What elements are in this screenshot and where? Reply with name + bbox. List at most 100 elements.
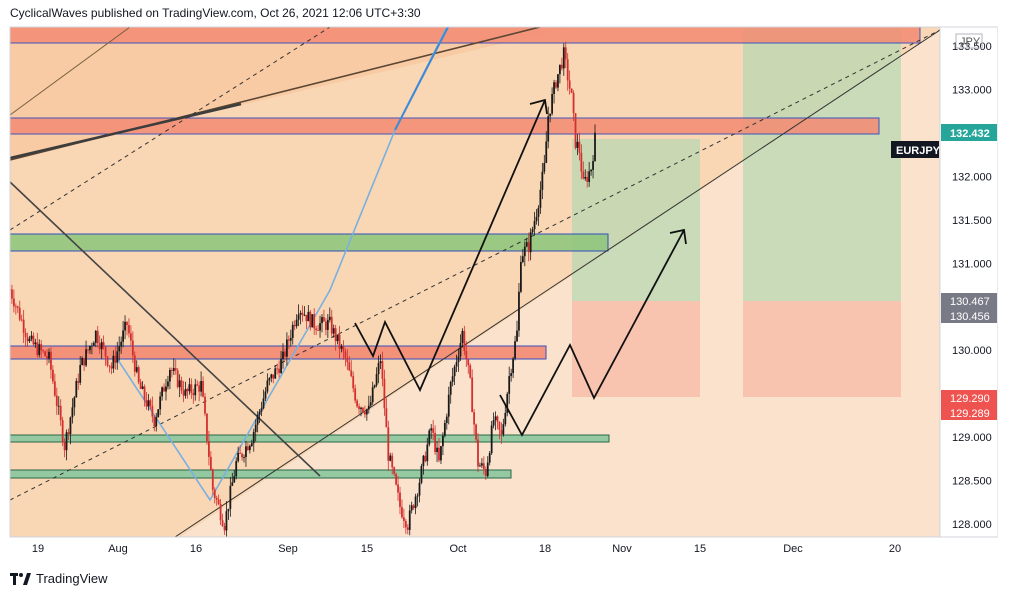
candle-body: [11, 289, 13, 299]
candle-body: [225, 511, 228, 531]
candle-body: [562, 47, 565, 69]
candle-body: [533, 221, 536, 230]
candle-body: [389, 455, 392, 461]
candle-body: [135, 367, 138, 372]
candle-body: [247, 446, 249, 451]
candle-body: [590, 169, 592, 172]
last-price-tag-bg: [941, 124, 997, 141]
candle-body: [438, 447, 440, 461]
candle-body: [297, 314, 300, 320]
candle-body: [498, 421, 501, 431]
candle-body: [291, 324, 294, 338]
candle-body: [418, 482, 421, 496]
candle-body: [36, 342, 39, 356]
footer-brand[interactable]: TradingView: [10, 571, 108, 586]
candle-body: [436, 447, 438, 453]
candle-body: [67, 432, 70, 434]
price-tick-label: 131.500: [952, 215, 992, 227]
candle-body: [414, 496, 417, 509]
candle-body: [262, 398, 265, 409]
candle-body: [303, 314, 306, 316]
candle-body: [455, 362, 458, 367]
candle-body: [488, 453, 491, 463]
candle-body: [529, 232, 532, 253]
target-box-upper: [572, 139, 700, 301]
candle-body: [309, 311, 312, 328]
candle-body: [434, 432, 436, 453]
candle-body: [221, 520, 224, 526]
candle-body: [391, 455, 394, 468]
candle-body: [586, 176, 589, 182]
candle-body: [332, 328, 335, 334]
price-tick-label: 130.000: [952, 345, 992, 357]
level-tag-b: 130.456: [950, 311, 990, 323]
candle-body: [401, 507, 403, 518]
time-tick-label: 15: [694, 543, 706, 555]
candle-body: [486, 462, 489, 476]
price-axis-bg[interactable]: [941, 28, 997, 536]
candle-body: [551, 94, 553, 114]
candle-body: [553, 82, 555, 95]
candle-body: [282, 351, 284, 360]
candle-body: [106, 356, 109, 366]
candle-body: [153, 416, 156, 427]
candle-body: [182, 390, 185, 396]
candle-body: [375, 374, 378, 386]
candle-body: [539, 189, 542, 208]
candle-body: [560, 64, 563, 69]
candle-body: [65, 432, 68, 451]
candle-body: [373, 385, 376, 388]
candle-body: [190, 384, 193, 393]
candle-body: [449, 381, 452, 395]
candle-body: [73, 397, 76, 408]
candlestick-series: [10, 41, 596, 537]
candle-body: [278, 368, 280, 373]
candle-body: [180, 380, 183, 391]
time-axis[interactable]: 19 Aug 16 Sep 15 Oct 18 Nov 15 Dec 20: [32, 543, 901, 555]
candle-body: [209, 456, 212, 471]
candle-body: [523, 246, 526, 257]
candle-body: [559, 64, 561, 75]
candle-body: [416, 495, 419, 497]
time-tick-label: Oct: [449, 543, 466, 555]
candle-body: [325, 321, 327, 330]
level-tag-c-bg: [941, 390, 997, 405]
candle-body: [430, 428, 433, 431]
candle-body: [137, 367, 140, 383]
candle-body: [313, 314, 316, 329]
candle-body: [169, 370, 171, 382]
candle-body: [280, 359, 282, 373]
candle-body: [124, 321, 126, 331]
candle-body: [40, 344, 43, 351]
candle-body: [412, 505, 415, 509]
candle-body: [116, 351, 119, 363]
footer-brand-text: TradingView: [36, 571, 108, 586]
candle-body: [174, 368, 177, 371]
symbol-tag: EURJPY: [896, 145, 941, 157]
candle-body: [584, 176, 587, 179]
candle-body: [83, 358, 85, 366]
candle-body: [30, 335, 33, 339]
candle-body: [328, 316, 331, 321]
candle-body: [578, 141, 581, 153]
candle-body: [315, 328, 318, 331]
candle-body: [338, 334, 341, 349]
candle-body: [213, 489, 216, 498]
candle-body: [420, 465, 423, 483]
target-box-right: [743, 27, 901, 301]
candle-body: [287, 339, 290, 341]
candle-body: [356, 400, 358, 407]
candle-body: [186, 389, 189, 392]
candle-body: [48, 351, 50, 359]
candle-body: [406, 527, 409, 530]
candle-body: [63, 442, 66, 451]
price-tick-label: 129.000: [952, 432, 992, 444]
candle-body: [143, 386, 146, 400]
candle-body: [198, 385, 201, 392]
candle-body: [98, 343, 101, 350]
candle-body: [504, 412, 507, 425]
candle-body: [555, 82, 557, 88]
candle-body: [527, 242, 530, 253]
candle-body: [91, 345, 93, 347]
